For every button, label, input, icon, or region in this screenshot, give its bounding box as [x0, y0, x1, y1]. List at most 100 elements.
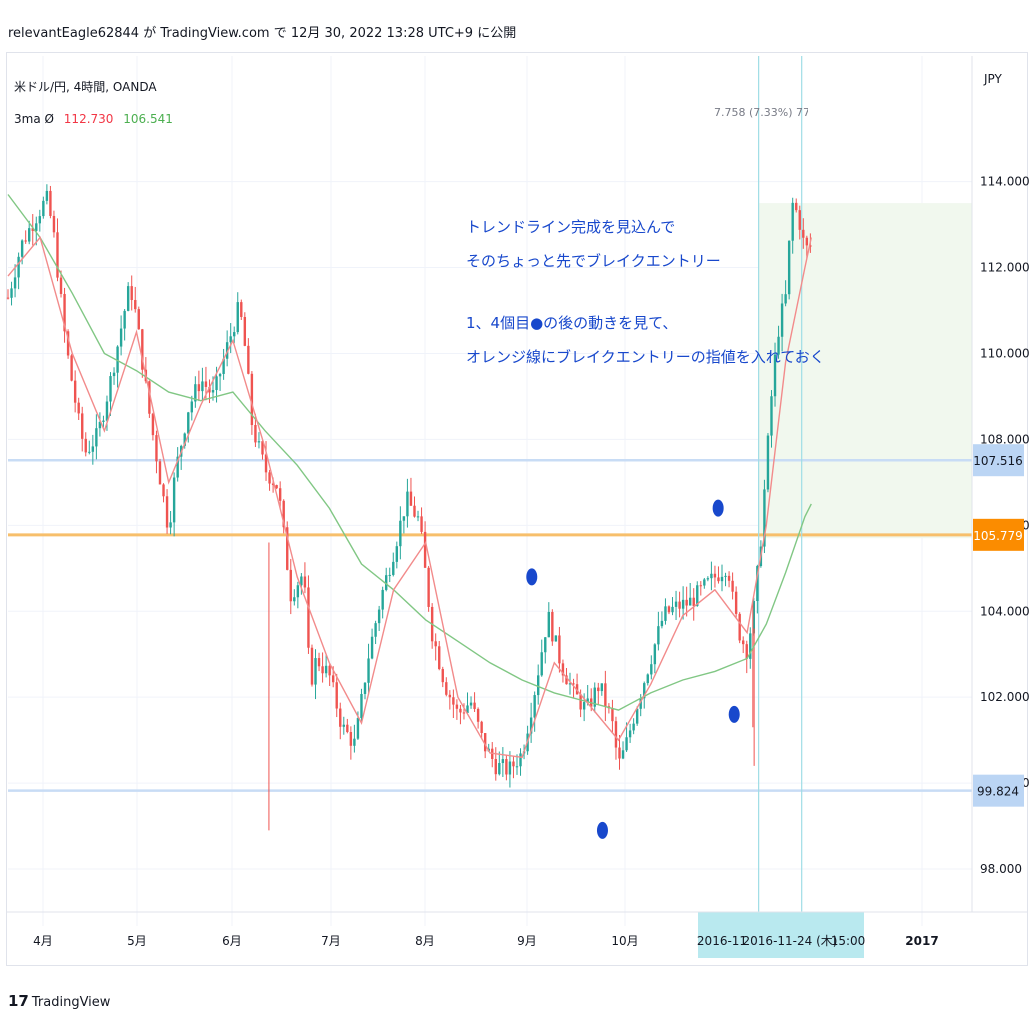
note-line-2[interactable]: そのちょっと先でブレイクエントリー [466, 252, 721, 270]
candle-body [130, 286, 133, 301]
note-line-3[interactable]: 1、4個目●の後の動きを見て、 [466, 314, 678, 332]
candle-body [95, 428, 98, 447]
candle-body [621, 750, 625, 759]
candle-body [547, 611, 551, 638]
candle-body [247, 345, 250, 374]
candle-body [614, 721, 618, 748]
candle-body [466, 705, 469, 713]
note-line-1[interactable]: トレンドライン完成を見込んで [466, 218, 676, 236]
candle-body [713, 573, 717, 578]
candle-body [388, 574, 391, 576]
candle-body [597, 687, 600, 692]
candle-body [738, 613, 741, 641]
candle-body [628, 730, 632, 738]
candle-body [66, 331, 70, 356]
x-tick-label: 5月 [127, 934, 147, 948]
candle-body [653, 644, 657, 665]
candle-body [112, 372, 116, 377]
candle-body [643, 683, 646, 699]
candle-body [158, 461, 162, 485]
x-tick-label: 2016-11 [697, 934, 747, 948]
candle-body [102, 420, 105, 422]
candle-body [657, 626, 660, 645]
indicator-legend[interactable]: 3ma Ø 112.730 106.541 [14, 112, 173, 126]
candle-body [243, 316, 247, 346]
range-measure-label: 7.758 (7.33%) 775.8 [714, 106, 808, 119]
candle-body [109, 376, 112, 402]
candle-body [780, 303, 784, 337]
candle-body [505, 759, 508, 775]
candle-body [91, 446, 95, 452]
candle-body [314, 658, 317, 685]
y-tick-label: 98.000 [980, 862, 1022, 876]
candle-body [469, 702, 473, 706]
ma-fast-line [7, 236, 812, 759]
axes: 98.000100.000102.000104.000106.000108.00… [6, 56, 1030, 958]
candle-body [706, 578, 710, 580]
candles [6, 184, 812, 831]
candle-body [427, 567, 430, 607]
candle-body [639, 698, 642, 709]
visibility-icon[interactable]: Ø [44, 112, 54, 126]
currency-label: JPY [984, 72, 1002, 86]
x-highlight-box [698, 912, 864, 958]
candle-body [674, 601, 678, 607]
candle-body [73, 380, 77, 403]
candle-body [565, 675, 568, 685]
candle-body [692, 597, 695, 606]
candle-body [696, 585, 699, 606]
candle-body [650, 664, 653, 675]
candle-body [529, 717, 533, 734]
candle-body [321, 666, 324, 674]
candle-body [770, 396, 773, 436]
candle-body [717, 577, 720, 582]
candle-body [137, 309, 140, 330]
candle-body [498, 763, 501, 775]
range-box [758, 203, 972, 539]
x-tick-label: 6月 [222, 934, 242, 948]
candle-body [501, 759, 505, 764]
candle-body [681, 599, 685, 609]
candle-body [77, 402, 80, 414]
candle-body [752, 601, 756, 634]
candle-body [731, 580, 734, 592]
candle-body [459, 708, 462, 713]
candle-body [685, 599, 688, 606]
candle-body [558, 635, 561, 664]
candle-body [176, 456, 179, 478]
candle-body [356, 718, 360, 739]
point-marker [596, 821, 608, 839]
candle-body [367, 658, 370, 683]
candle-body [172, 477, 176, 523]
ma-green-value: 106.541 [123, 112, 173, 126]
candle-body [169, 522, 172, 528]
price-level-tag-label: 107.516 [973, 454, 1023, 468]
x-tick-label: 7月 [321, 934, 341, 948]
candle-body [377, 609, 381, 624]
candle-body [229, 336, 232, 343]
candle-body [45, 190, 49, 201]
candle-body [791, 202, 794, 241]
candle-body [303, 576, 307, 588]
x-tick-label: 8月 [415, 934, 435, 948]
candle-body [35, 223, 38, 231]
candle-body [777, 336, 780, 355]
y-tick-label: 108.000 [980, 432, 1030, 446]
x-tick-label: 15:00 [831, 934, 866, 948]
symbol-title[interactable]: 米ドル/円, 4時間, OANDA [14, 80, 157, 94]
candle-body [438, 646, 441, 670]
candle-body [445, 682, 448, 695]
tradingview-logo[interactable]: 17 TradingView [8, 992, 110, 1010]
candle-body [544, 637, 547, 653]
note-line-4[interactable]: オレンジ線にブレイクエントリーの指値を入れておく [466, 348, 825, 366]
ma-red-value: 112.730 [63, 112, 114, 126]
candle-body [763, 489, 766, 547]
candle-body [190, 401, 194, 413]
price-levels [8, 458, 972, 792]
candle-body [28, 228, 31, 242]
candle-body [98, 421, 102, 429]
candle-body [660, 620, 664, 627]
candle-body [183, 433, 186, 446]
candle-body [20, 240, 24, 257]
